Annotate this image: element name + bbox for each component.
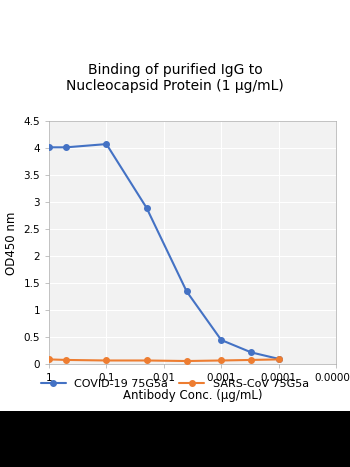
COVID-19 75G5a <box>47 144 51 150</box>
Line: SARS-CoV 75G5a: SARS-CoV 75G5a <box>46 357 281 364</box>
Line: COVID-19 75G5a: COVID-19 75G5a <box>46 142 281 361</box>
SARS-CoV 75G5a <box>104 358 108 363</box>
SARS-CoV 75G5a <box>276 357 281 362</box>
X-axis label: Antibody Conc. (μg/mL): Antibody Conc. (μg/mL) <box>123 389 262 402</box>
SARS-CoV 75G5a <box>219 358 223 363</box>
Legend: COVID-19 75G5a, SARS-CoV 75G5a: COVID-19 75G5a, SARS-CoV 75G5a <box>37 375 313 394</box>
COVID-19 75G5a <box>145 205 149 211</box>
COVID-19 75G5a <box>184 289 189 294</box>
Text: Binding of purified IgG to
Nucleocapsid Protein (1 μg/mL): Binding of purified IgG to Nucleocapsid … <box>66 63 284 93</box>
COVID-19 75G5a <box>104 142 108 147</box>
SARS-CoV 75G5a <box>249 357 253 363</box>
SARS-CoV 75G5a <box>47 357 51 362</box>
SARS-CoV 75G5a <box>64 357 68 363</box>
COVID-19 75G5a <box>64 144 68 150</box>
COVID-19 75G5a <box>249 350 253 355</box>
SARS-CoV 75G5a <box>145 358 149 363</box>
Y-axis label: OD450 nm: OD450 nm <box>5 211 18 275</box>
COVID-19 75G5a <box>276 356 281 361</box>
SARS-CoV 75G5a <box>184 358 189 364</box>
COVID-19 75G5a <box>219 337 223 343</box>
